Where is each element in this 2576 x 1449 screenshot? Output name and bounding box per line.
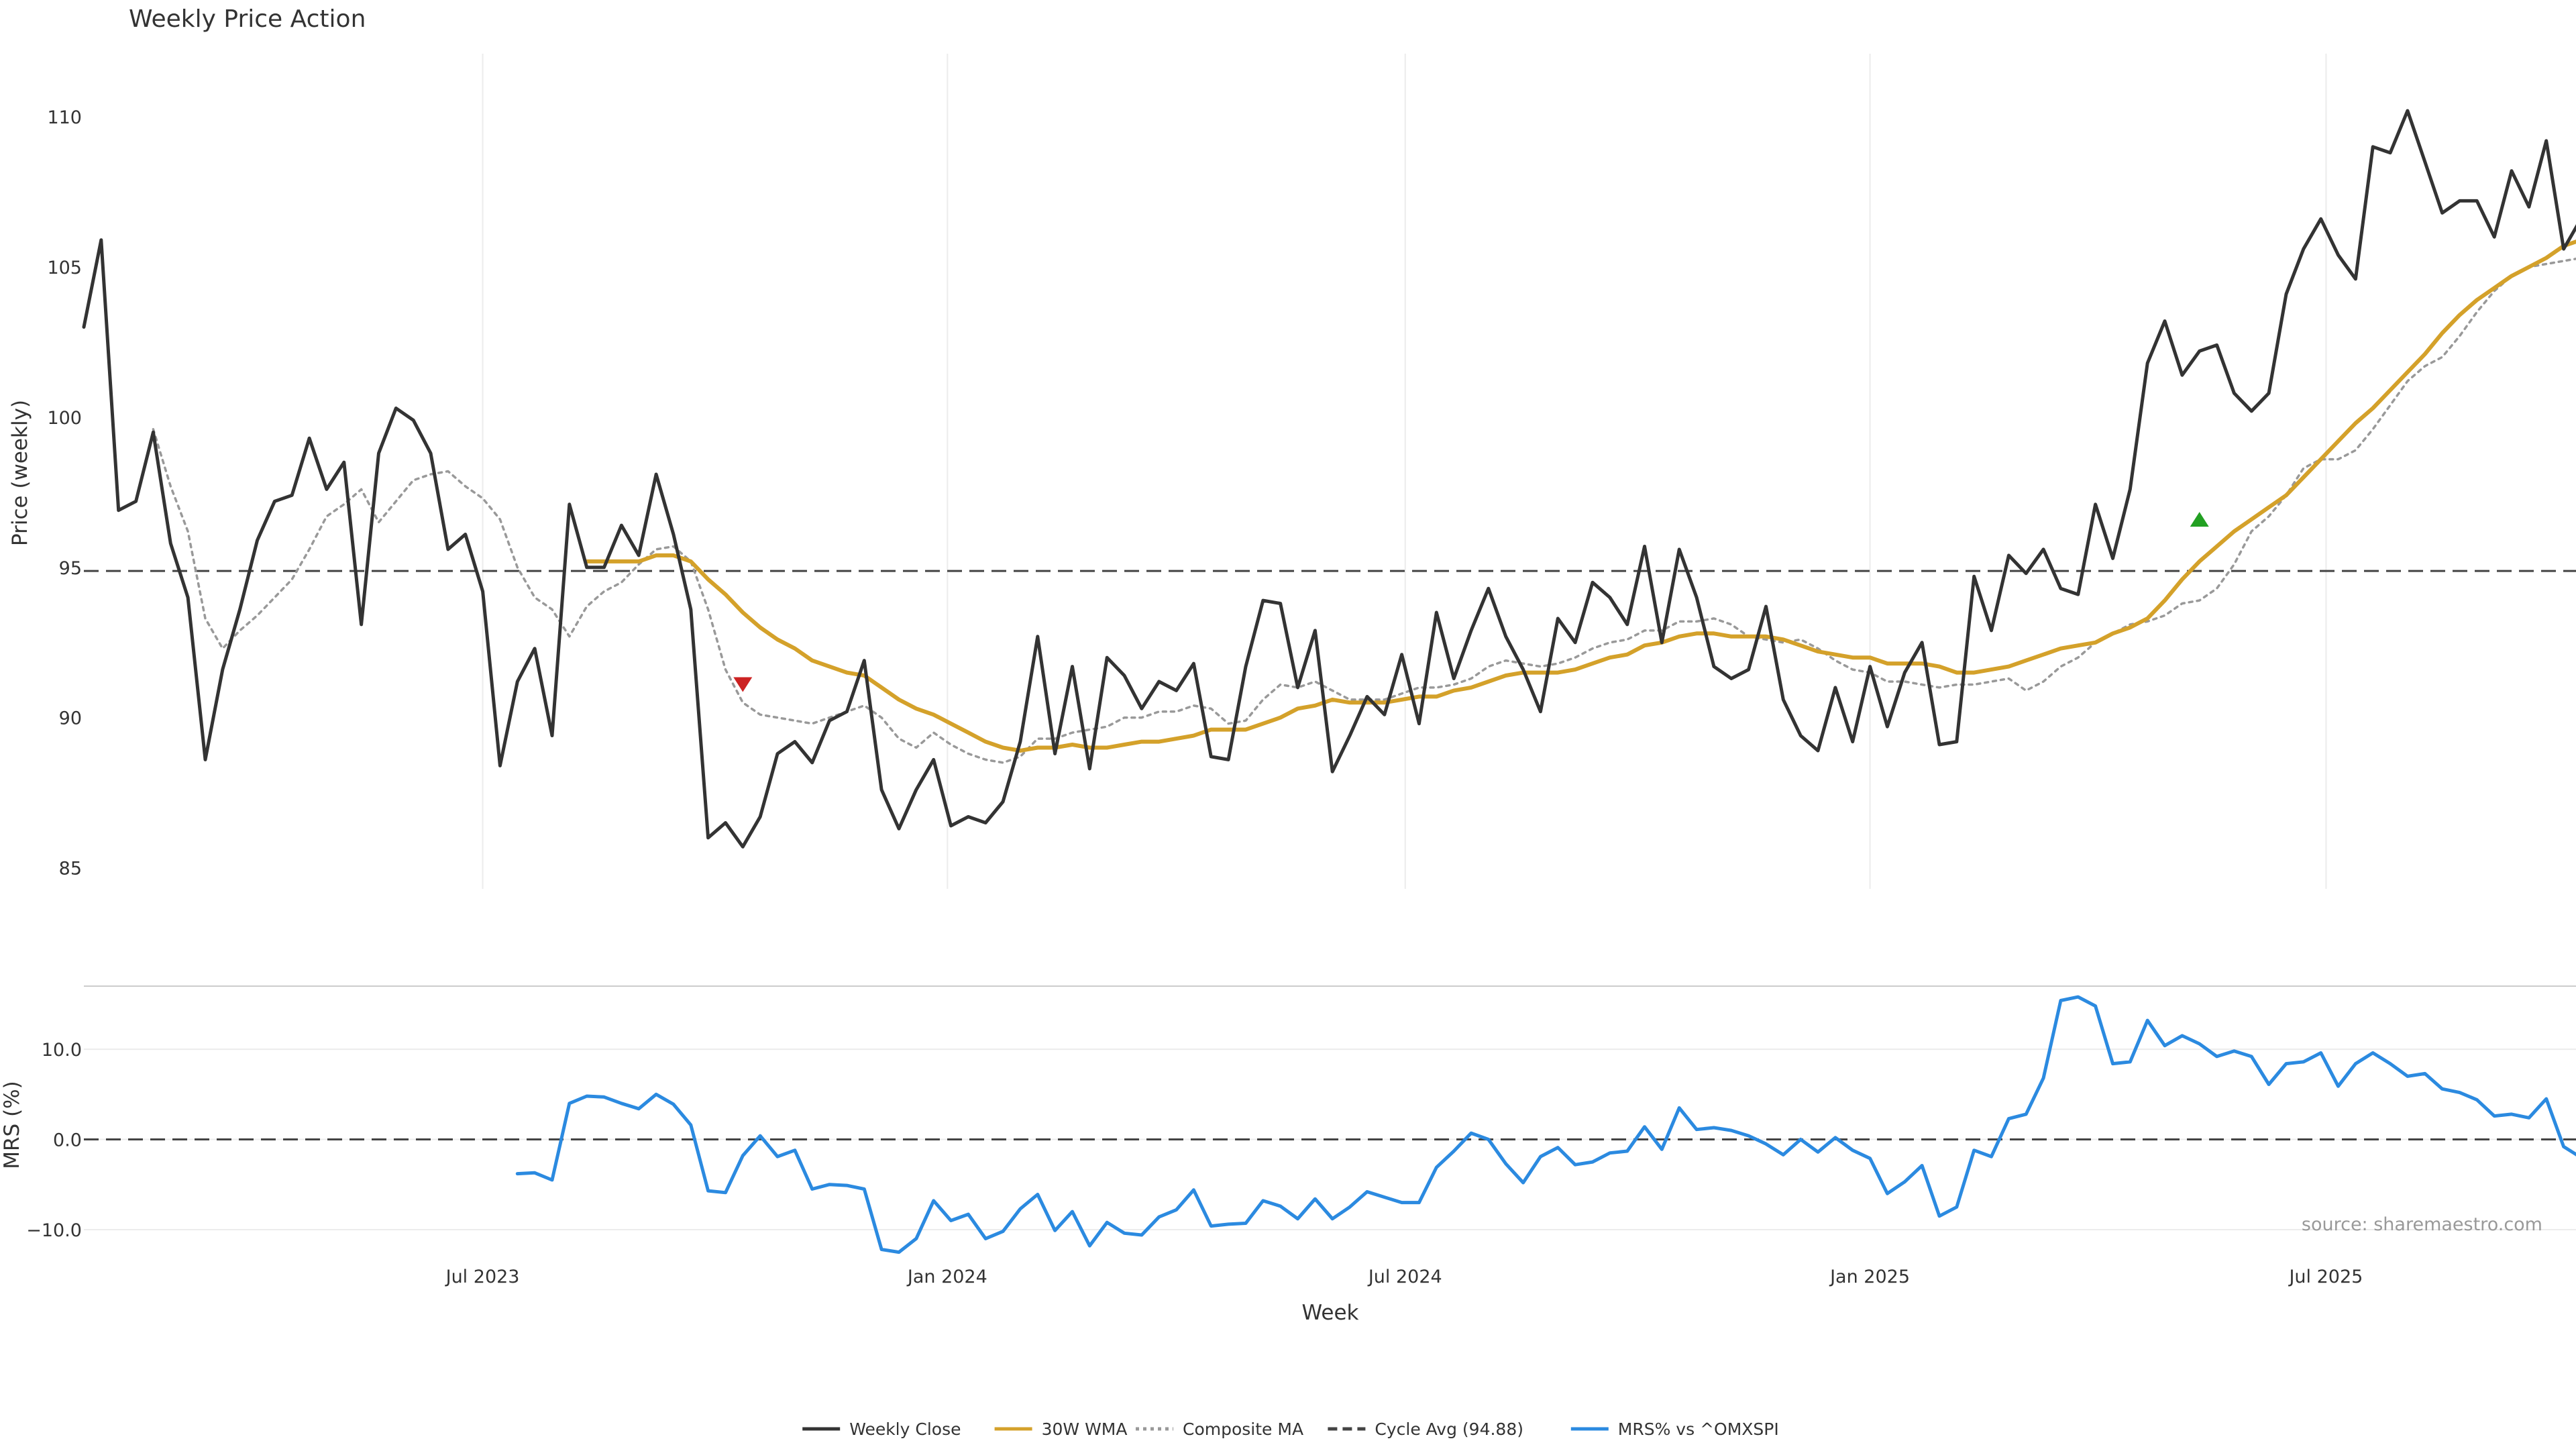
price-gridlines [482, 54, 2327, 889]
price-y-axis-label: Price (weekly) [8, 400, 32, 546]
mrs-y-tick-label: −10.0 [26, 1220, 82, 1241]
series-line-weekly-close [82, 109, 2576, 849]
mrs-y-tick-label: 10.0 [42, 1040, 82, 1061]
price-y-tick-label: 105 [47, 258, 82, 278]
price-y-tick-label: 85 [59, 859, 82, 879]
legend-label-30w-wma: 30W WMA [1042, 1419, 1128, 1439]
legend-label-composite-ma: Composite MA [1183, 1419, 1303, 1439]
price-y-ticks: 85 90 95 100 105 110 [47, 107, 82, 879]
price-y-tick-label: 110 [47, 107, 82, 128]
legend-label-weekly-close: Weekly Close [849, 1419, 961, 1439]
mrs-series-group [515, 995, 2576, 1254]
x-axis-label: Week [1302, 1301, 1359, 1325]
legend-label-mrs-vs-omxspi: MRS% vs ^OMXSPI [1618, 1419, 1779, 1439]
x-tick-label: Jul 2024 [1367, 1267, 1442, 1287]
x-tick-label: Jul 2023 [445, 1267, 520, 1287]
buy-signal-marker [2190, 512, 2209, 527]
sell-signal-marker [733, 677, 753, 692]
source-label: source: sharemaestro.com [2302, 1214, 2542, 1235]
series-line-30w-wma [584, 239, 2576, 753]
x-tick-label: Jan 2024 [906, 1267, 987, 1287]
price-series-group [82, 109, 2576, 849]
price-y-tick-label: 95 [59, 558, 82, 579]
series-line-mrs-vs-omxspi [515, 995, 2576, 1254]
chart-legend: Weekly Close 30W WMA Composite MA Cycle Avg… [802, 1419, 1779, 1439]
signal-markers [733, 512, 2209, 692]
legend-label-cycle-avg-94-88: Cycle Avg (94.88) [1375, 1419, 1523, 1439]
price-y-tick-label: 90 [59, 708, 82, 729]
x-tick-label: Jul 2025 [2288, 1267, 2363, 1287]
price-y-tick-label: 100 [47, 408, 82, 429]
mrs-y-ticks: −10.0 0.0 10.0 [26, 1040, 82, 1241]
mrs-y-axis-label: MRS (%) [0, 1081, 24, 1169]
x-tick-label: Jan 2025 [1829, 1267, 1910, 1287]
x-ticks: Jul 2023 Jan 2024 Jul 2024 Jan 2025 Jul 2025 [445, 1267, 2363, 1287]
chart-title: Weekly Price Action [129, 5, 366, 33]
mrs-y-tick-label: 0.0 [53, 1130, 82, 1151]
